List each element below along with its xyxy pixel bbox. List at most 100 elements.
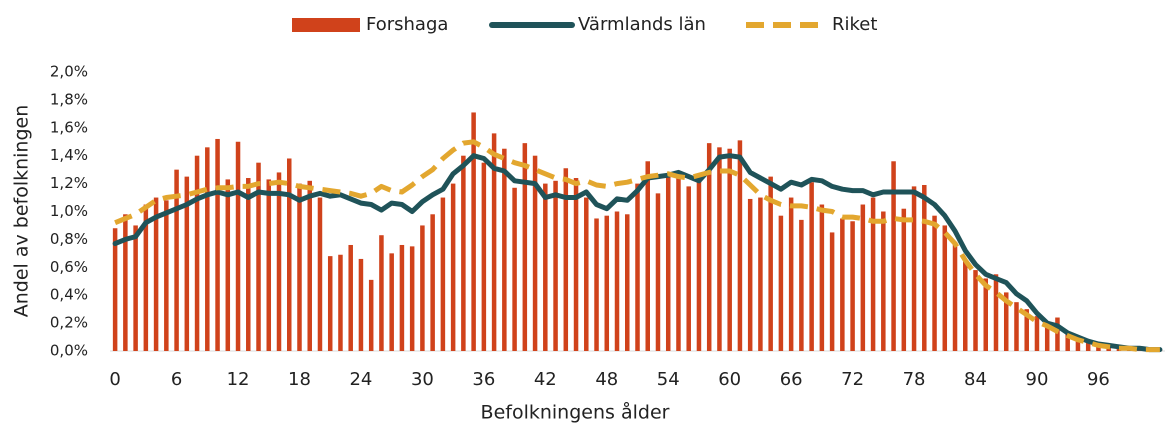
bar: [399, 244, 405, 351]
bar: [1024, 309, 1029, 351]
bar: [235, 141, 241, 351]
x-tick-label: 54: [657, 369, 680, 390]
x-tick-label: 90: [1026, 369, 1049, 390]
bar: [409, 246, 415, 351]
bar: [983, 278, 989, 351]
bar: [256, 162, 261, 351]
bar: [368, 279, 374, 351]
legend-label: Forshaga: [366, 14, 448, 35]
legend-label: Värmlands län: [578, 14, 706, 35]
bar: [532, 155, 538, 351]
bar: [430, 214, 435, 351]
x-tick-label: 96: [1087, 369, 1110, 390]
bar: [768, 176, 773, 351]
bar: [584, 197, 589, 351]
bar: [676, 172, 681, 351]
bar: [737, 140, 743, 351]
line: [114, 139, 1160, 353]
bar: [389, 253, 394, 351]
y-tick-label: 0,8%: [50, 230, 88, 248]
y-tick-label: 1,0%: [50, 202, 88, 220]
bar: [758, 197, 763, 351]
bar: [164, 200, 169, 351]
bar: [993, 274, 999, 351]
y-tick-label: 1,2%: [50, 174, 88, 192]
bar: [276, 172, 282, 351]
bar: [317, 197, 323, 351]
bar: [215, 138, 220, 351]
bar: [512, 187, 517, 351]
y-tick-label: 1,8%: [50, 90, 88, 108]
bar: [143, 204, 149, 351]
x-tick-label: 30: [411, 369, 434, 390]
bar: [327, 256, 333, 351]
bar: [184, 176, 190, 351]
bar: [307, 180, 312, 351]
bar: [963, 260, 968, 351]
bar: [123, 214, 128, 351]
y-tick-label: 2,0%: [50, 63, 88, 81]
bar: [194, 155, 200, 351]
bar: [112, 228, 118, 351]
bar: [1055, 317, 1060, 351]
bar: [1044, 323, 1050, 351]
x-tick-label: 24: [349, 369, 372, 390]
bar: [604, 215, 610, 351]
bar: [297, 183, 302, 351]
bar: [778, 215, 784, 351]
y-tick-label: 1,4%: [50, 146, 88, 164]
bar: [502, 148, 507, 351]
bar: [706, 143, 712, 351]
x-tick-label: 66: [780, 369, 803, 390]
legend-label: Riket: [832, 14, 877, 35]
bar: [901, 208, 907, 351]
bar: [922, 184, 927, 351]
bar: [594, 218, 599, 351]
bar: [1034, 316, 1040, 351]
bar: [348, 244, 353, 351]
bar: [543, 183, 548, 351]
bar: [635, 183, 640, 351]
bar: [819, 204, 825, 351]
bar: [870, 197, 876, 351]
bar: [860, 204, 866, 351]
bar: [553, 180, 558, 351]
bar: [891, 161, 896, 351]
bar: [942, 225, 948, 351]
y-tick-label: 1,6%: [50, 118, 88, 136]
bar: [379, 235, 384, 351]
bar: [481, 162, 487, 351]
bar: [911, 186, 917, 351]
x-tick-label: 0: [109, 369, 120, 390]
bar: [788, 197, 794, 351]
bar: [881, 211, 886, 351]
bar: [696, 178, 702, 351]
bar: [563, 168, 569, 351]
bar: [932, 215, 937, 351]
bar: [1014, 302, 1019, 351]
bar: [747, 198, 753, 351]
bar: [1065, 334, 1070, 351]
y-tick-label: 0,4%: [50, 286, 88, 304]
bar: [358, 258, 364, 351]
y-axis-title: Andel av befolkningen: [11, 105, 33, 318]
bar: [614, 211, 620, 351]
bar: [440, 197, 446, 351]
bar: [1085, 341, 1091, 351]
bar: [1003, 292, 1009, 351]
bar: [205, 147, 210, 351]
x-axis-title: Befolkningens ålder: [481, 401, 670, 424]
bar: [266, 179, 272, 351]
bar: [625, 214, 630, 351]
bar: [717, 147, 722, 351]
x-tick-label: 42: [534, 369, 557, 390]
bar: [338, 254, 343, 351]
x-tick-label: 60: [718, 369, 741, 390]
bar: [246, 178, 251, 351]
bar: [840, 218, 845, 351]
bar: [645, 161, 650, 351]
bar: [665, 175, 671, 351]
x-tick-label: 36: [472, 369, 495, 390]
x-tick-label: 48: [595, 369, 618, 390]
